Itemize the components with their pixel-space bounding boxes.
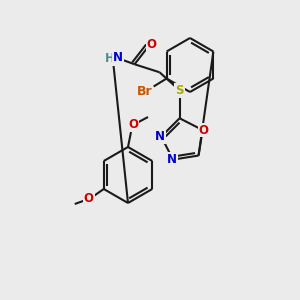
Text: O: O (84, 193, 94, 206)
Text: S: S (175, 84, 184, 97)
Text: Br: Br (137, 85, 152, 98)
Text: H: H (105, 52, 115, 65)
Text: N: N (155, 130, 165, 143)
Text: N: N (167, 153, 177, 166)
Text: O: O (199, 124, 208, 136)
Text: O: O (147, 38, 157, 51)
Text: O: O (128, 118, 138, 131)
Text: N: N (112, 51, 123, 64)
